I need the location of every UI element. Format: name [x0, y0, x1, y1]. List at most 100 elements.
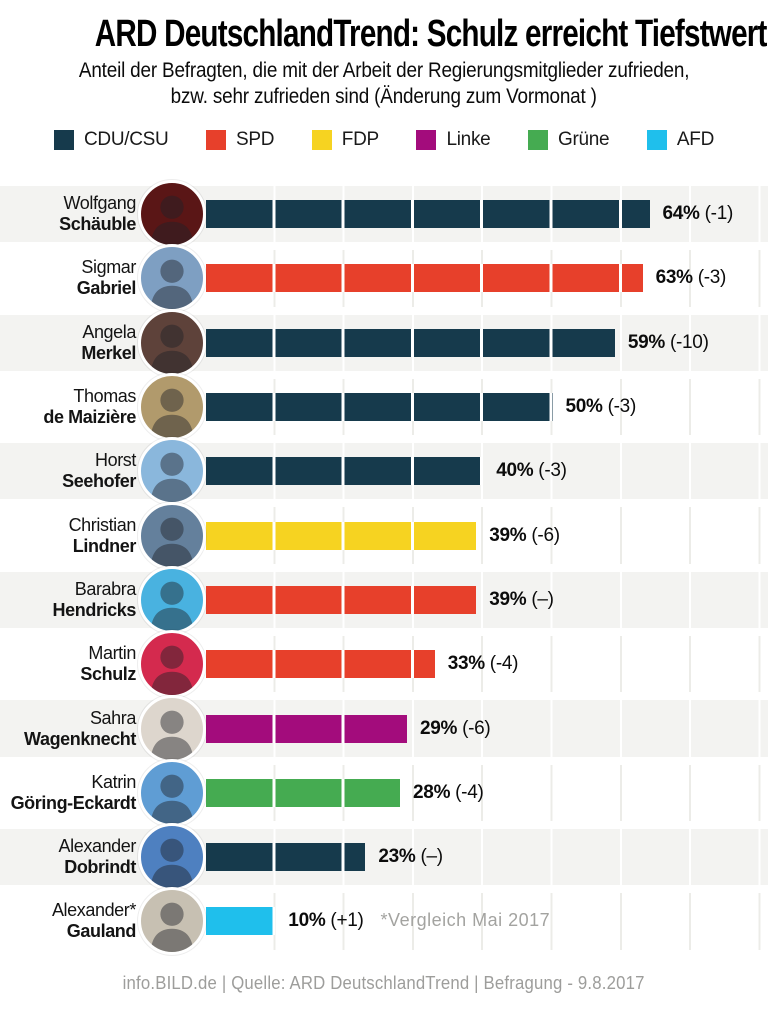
politician-photo — [138, 630, 206, 699]
politician-last-name: de Maizière — [43, 407, 136, 428]
politician-name: Alexander* Gauland — [0, 900, 136, 942]
approval-bar — [206, 843, 366, 872]
value-label: 10% (+1) *Vergleich Mai 2017 — [288, 910, 550, 932]
value-label: 40% (-3) — [496, 460, 567, 482]
chart-title: ARD DeutschlandTrend: Schulz erreicht Ti… — [94, 13, 768, 55]
legend-swatch-icon — [206, 130, 227, 150]
chart-row: Martin Schulz 33% (-4) — [0, 630, 768, 699]
bar-track: 59% (-10) — [206, 314, 768, 371]
source-footer: info.BILD.de | Quelle: ARD DeutschlandTr… — [0, 973, 768, 994]
politician-name: Barabra Hendricks — [0, 578, 137, 621]
politician-photo — [138, 758, 206, 827]
bar-track: 39% (–) — [206, 571, 768, 629]
politician-name: Thomas de Maizière — [0, 386, 136, 428]
value-change: (-6) — [526, 524, 560, 546]
politician-first-name: Christian — [68, 514, 137, 535]
person-silhouette-icon — [150, 324, 194, 374]
value-label: 39% (–) — [489, 588, 554, 611]
politician-photo — [138, 308, 206, 377]
politician-photo — [138, 565, 206, 634]
chart-row: Horst Seehofer 40% (-3) — [0, 437, 768, 506]
value-percent: 63% — [655, 267, 693, 289]
bar-track: 29% (-6) — [206, 700, 768, 757]
chart-row: Alexander* Gauland 10% (+1) *Vergleich Ma… — [0, 887, 768, 956]
value-percent: 33% — [447, 653, 485, 675]
legend-swatch-icon — [311, 130, 332, 150]
politician-photo — [138, 694, 206, 763]
politician-first-name: Alexander — [58, 836, 137, 857]
politician-first-name: Horst — [94, 450, 136, 471]
approval-bar — [206, 200, 650, 229]
person-silhouette-icon — [150, 903, 194, 953]
politician-name: Christian Lindner — [0, 514, 137, 557]
legend-item: Grüne — [528, 129, 610, 151]
approval-bar — [206, 264, 643, 293]
value-percent: 59% — [627, 331, 665, 353]
value-change: (-1) — [699, 203, 734, 225]
politician-first-name: Martin — [88, 643, 136, 664]
value-change: (-3) — [533, 460, 567, 482]
chart-subtitle: Anteil der Befragten, die mit der Arbeit… — [0, 58, 768, 110]
value-change: (-3) — [602, 396, 637, 418]
bar-track: 33% (-4) — [206, 636, 768, 693]
chart-row: Christian Lindner 39% (-6) — [0, 501, 768, 570]
approval-bar — [206, 714, 407, 743]
chart-row: Alexander Dobrindt 23% (–) — [0, 823, 768, 892]
subtitle-line-1: Anteil der Befragten, die mit der Arbeit… — [78, 59, 690, 82]
footnote-inline: *Vergleich Mai 2017 — [380, 910, 551, 931]
legend-swatch-icon — [416, 130, 437, 150]
politician-first-name: Wolfgang — [63, 193, 136, 214]
bar-track: 64% (-1) — [206, 186, 768, 243]
value-label: 59% (-10) — [628, 332, 709, 354]
politician-name: Horst Seehofer — [0, 450, 136, 492]
legend-item: SPD — [206, 129, 275, 151]
person-silhouette-icon — [150, 260, 194, 310]
legend-label: Linke — [446, 129, 491, 150]
person-silhouette-icon — [150, 195, 194, 246]
bar-track: 63% (-3) — [206, 250, 768, 307]
bar-track: 50% (-3) — [206, 378, 768, 436]
value-percent: 39% — [489, 524, 527, 546]
politician-last-name: Seehofer — [62, 471, 136, 492]
politician-photo — [138, 244, 206, 313]
subtitle-line-2: bzw. sehr zufrieden sind (Änderung zum V… — [170, 85, 598, 108]
politician-first-name: Sahra — [89, 707, 136, 728]
legend-swatch-icon — [646, 130, 667, 150]
politician-name: Sigmar Gabriel — [0, 257, 137, 299]
politician-last-name: Schulz — [80, 664, 136, 685]
politician-first-name: Thomas — [73, 386, 136, 407]
approval-bar — [206, 328, 615, 357]
value-percent: 29% — [419, 717, 458, 739]
bar-track: 28% (-4) — [206, 764, 768, 821]
politician-last-name: Göring-Eckardt — [10, 792, 137, 813]
value-percent: 23% — [378, 846, 416, 868]
value-label: 64% (-1) — [662, 203, 734, 225]
politician-last-name: Gauland — [66, 921, 137, 942]
politician-photo — [138, 180, 206, 249]
politician-last-name: Merkel — [81, 342, 136, 363]
chart-row: Katrin Göring-Eckardt 28% (-4) — [0, 758, 768, 827]
value-label: 23% (–) — [378, 846, 443, 868]
value-change: (–) — [526, 588, 554, 610]
politician-photo — [138, 373, 206, 442]
value-change: (–) — [415, 846, 443, 868]
approval-bar — [206, 650, 435, 679]
value-label: 63% (-3) — [655, 267, 727, 289]
bar-track: 10% (+1) *Vergleich Mai 2017 — [206, 893, 768, 950]
politician-first-name: Barabra — [74, 578, 137, 599]
value-change: (-3) — [692, 267, 727, 289]
value-percent: 39% — [489, 588, 527, 610]
value-percent: 64% — [662, 203, 700, 225]
politician-last-name: Schäuble — [59, 214, 136, 235]
value-change: (-4) — [484, 653, 519, 675]
politician-name: Alexander Dobrindt — [0, 836, 137, 878]
person-silhouette-icon — [150, 774, 194, 824]
legend-label: Grüne — [558, 129, 610, 150]
politician-photo — [138, 887, 206, 956]
politician-name: Martin Schulz — [0, 643, 136, 685]
value-percent: 50% — [565, 396, 603, 418]
value-label: 33% (-4) — [447, 653, 519, 675]
person-silhouette-icon — [150, 517, 194, 567]
legend-label: AFD — [676, 129, 714, 150]
approval-bar — [206, 585, 477, 614]
